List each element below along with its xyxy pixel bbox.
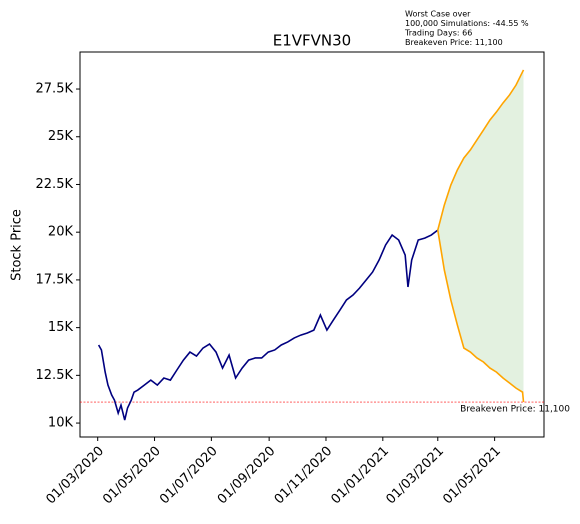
y-tick-label: 17.5K (36, 272, 74, 287)
annotation-line: Trading Days: 66 (404, 29, 472, 38)
breakeven-label: Breakeven Price: 11,100 (460, 405, 570, 415)
annotation-line: Breakeven Price: 11,100 (405, 38, 503, 47)
y-tick-label: 22.5K (36, 177, 74, 192)
y-tick-label: 25K (48, 129, 74, 144)
y-axis-label: Stock Price (10, 209, 25, 281)
y-tick-label: 10K (48, 416, 74, 431)
annotation-line: 100,000 Simulations: -44.55 % (405, 19, 529, 28)
y-tick-label: 15K (48, 320, 74, 335)
x-tick-label: 01/03/2021 (383, 444, 447, 508)
y-tick-label: 20K (48, 225, 74, 240)
series-line (437, 69, 525, 231)
annotation-line: Worst Case over (405, 10, 471, 19)
chart-title: E1VFVN30 (273, 32, 351, 50)
y-tick-label: 27.5K (36, 82, 74, 97)
series-line (436, 229, 525, 403)
projection-band (437, 69, 524, 403)
x-tick-label: 01/11/2020 (272, 444, 336, 508)
plot-frame (79, 51, 545, 438)
x-tick-label: 01/05/2021 (440, 444, 504, 508)
x-tick-label: 01/07/2020 (157, 444, 221, 508)
x-tick-label: 01/09/2020 (215, 444, 279, 508)
y-tick-label: 12.5K (36, 368, 74, 383)
x-tick-label: 01/05/2020 (100, 444, 164, 508)
x-tick-label: 01/03/2020 (43, 444, 107, 508)
series-line (97, 229, 439, 421)
x-tick-label: 01/01/2021 (329, 444, 393, 508)
